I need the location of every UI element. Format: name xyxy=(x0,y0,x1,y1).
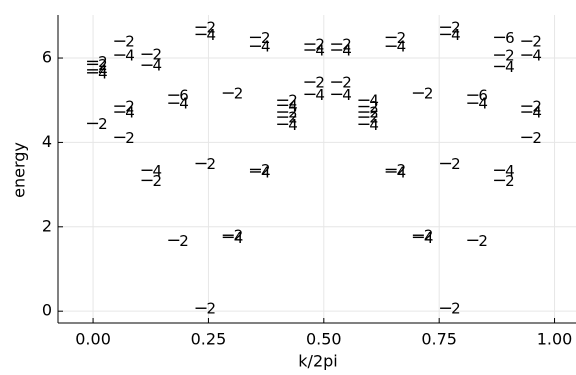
degeneracy-label: 4 xyxy=(125,47,135,65)
degeneracy-label: 2 xyxy=(207,300,217,318)
degeneracy-label: 4 xyxy=(505,58,515,76)
x-tick-label: 0.25 xyxy=(191,330,227,349)
degeneracy-label: 4 xyxy=(153,57,163,75)
degeneracy-label: 2 xyxy=(98,53,108,71)
degeneracy-label: 6 xyxy=(179,87,189,105)
degeneracy-label: 4 xyxy=(288,116,298,134)
degeneracy-label: 2 xyxy=(234,227,244,245)
y-tick-label: 0 xyxy=(42,301,52,320)
degeneracy-label: 2 xyxy=(369,98,379,116)
degeneracy-label: 2 xyxy=(125,129,135,147)
degeneracy-label: 2 xyxy=(315,74,325,92)
degeneracy-label: 4 xyxy=(397,163,407,181)
degeneracy-label: 2 xyxy=(424,85,434,103)
degeneracy-label: 2 xyxy=(261,161,271,179)
x-tick-label: 0.75 xyxy=(421,330,457,349)
degeneracy-label: 4 xyxy=(369,116,379,134)
y-tick-label: 2 xyxy=(42,216,52,235)
degeneracy-label: 4 xyxy=(532,47,542,65)
degeneracy-label: 2 xyxy=(288,109,298,127)
degeneracy-label: 4 xyxy=(153,162,163,180)
degeneracy-label: 2 xyxy=(342,36,352,54)
degeneracy-label: 6 xyxy=(505,29,515,47)
degeneracy-label: 2 xyxy=(234,85,244,103)
y-tick-label: 4 xyxy=(42,132,52,151)
degeneracy-label: 2 xyxy=(397,161,407,179)
degeneracy-label: 2 xyxy=(342,74,352,92)
degeneracy-label: 4 xyxy=(397,38,407,56)
degeneracy-label: 4 xyxy=(532,104,542,122)
degeneracy-label: 4 xyxy=(98,64,108,82)
degeneracy-label: 2 xyxy=(315,36,325,54)
degeneracy-label: 4 xyxy=(369,92,379,110)
degeneracy-label: 4 xyxy=(342,42,352,60)
degeneracy-label: 2 xyxy=(532,33,542,51)
degeneracy-label: 2 xyxy=(207,155,217,173)
degeneracy-label: 2 xyxy=(369,109,379,127)
degeneracy-label: 4 xyxy=(125,0,135,17)
degeneracy-label: 4 xyxy=(207,26,217,44)
x-tick-label: 0.00 xyxy=(75,330,111,349)
degeneracy-label: 2 xyxy=(288,104,298,122)
degeneracy-label: 4 xyxy=(261,38,271,56)
y-tick-label: 6 xyxy=(42,48,52,67)
degeneracy-label: 2 xyxy=(505,172,515,190)
degeneracy-label: 4 xyxy=(179,95,189,113)
degeneracy-label: 2 xyxy=(125,33,135,51)
degeneracy-label: 2 xyxy=(98,115,108,133)
degeneracy-label: 4 xyxy=(505,162,515,180)
degeneracy-label: 2 xyxy=(424,227,434,245)
degeneracy-label: 2 xyxy=(179,232,189,250)
degeneracy-label: 4 xyxy=(532,0,542,17)
degeneracy-label: 2 xyxy=(505,47,515,65)
degeneracy-label: 2 xyxy=(478,232,488,250)
y-axis-label: energy xyxy=(10,142,29,198)
degeneracy-label: 4 xyxy=(342,86,352,104)
degeneracy-label: 2 xyxy=(369,104,379,122)
degeneracy-label: 2 xyxy=(261,29,271,47)
degeneracy-label: 4 xyxy=(234,229,244,247)
x-tick-label: 0.50 xyxy=(306,330,342,349)
degeneracy-label: 4 xyxy=(451,26,461,44)
degeneracy-label: 2 xyxy=(98,56,108,74)
degeneracy-label: 4 xyxy=(424,229,434,247)
x-axis-label: k/2pi xyxy=(298,352,337,371)
degeneracy-label: 6 xyxy=(478,87,488,105)
degeneracy-label: 2 xyxy=(153,172,163,190)
degeneracy-label: 4 xyxy=(288,97,298,115)
degeneracy-label: 2 xyxy=(153,46,163,64)
degeneracy-label: 2 xyxy=(451,300,461,318)
degeneracy-label: 2 xyxy=(288,92,298,110)
degeneracy-label: 2 xyxy=(397,29,407,47)
degeneracy-label: 4 xyxy=(478,95,488,113)
x-tick-label: 1.00 xyxy=(537,330,573,349)
degeneracy-label: 2 xyxy=(207,19,217,37)
degeneracy-label: 4 xyxy=(315,42,325,60)
degeneracy-label: 2 xyxy=(451,19,461,37)
degeneracy-label: 2 xyxy=(125,98,135,116)
plot-area: 2244242424224426422422224242424224242424… xyxy=(87,0,542,318)
degeneracy-label: 4 xyxy=(315,86,325,104)
degeneracy-label: 2 xyxy=(532,129,542,147)
degeneracy-label: 4 xyxy=(98,61,108,79)
degeneracy-label: 4 xyxy=(125,104,135,122)
degeneracy-label: 2 xyxy=(532,98,542,116)
degeneracy-label: 2 xyxy=(451,155,461,173)
degeneracy-label: 4 xyxy=(261,163,271,181)
grid xyxy=(58,15,576,323)
